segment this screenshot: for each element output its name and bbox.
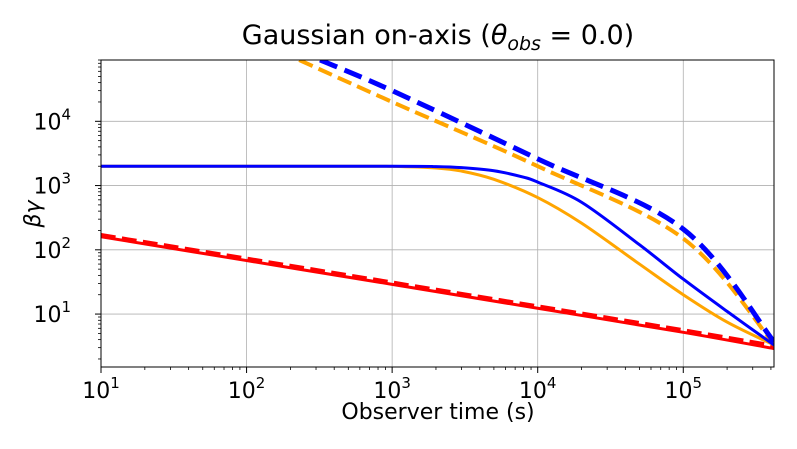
x-tick-label: 105 [665,374,703,404]
series-lines [101,60,774,351]
x-tick-label: 103 [373,374,411,404]
y-tick-label: 104 [33,105,71,135]
x-tick-label: 104 [519,374,557,404]
chart-title: Gaussian on-axis (θobs = 0.0) [242,20,634,55]
y-axis-label: βγ [21,199,46,228]
x-tick-label: 101 [82,374,120,404]
series-line-3 [298,60,774,346]
x-tick-label: 102 [228,374,266,404]
grid-lines [100,60,774,367]
axis-ticks: 101 102 103 104 105 101 102 103 104 [33,59,772,404]
series-line-6 [101,164,774,347]
x-axis-label: Observer time (s) [341,400,534,425]
y-tick-label: 101 [33,298,71,328]
series-line-2 [101,235,774,351]
plot-frame [100,59,775,368]
series-line-4 [101,164,774,347]
y-tick-label: 102 [33,234,71,264]
series-line-5 [319,60,774,344]
y-tick-label: 103 [33,170,71,200]
series-line-1 [101,233,774,348]
